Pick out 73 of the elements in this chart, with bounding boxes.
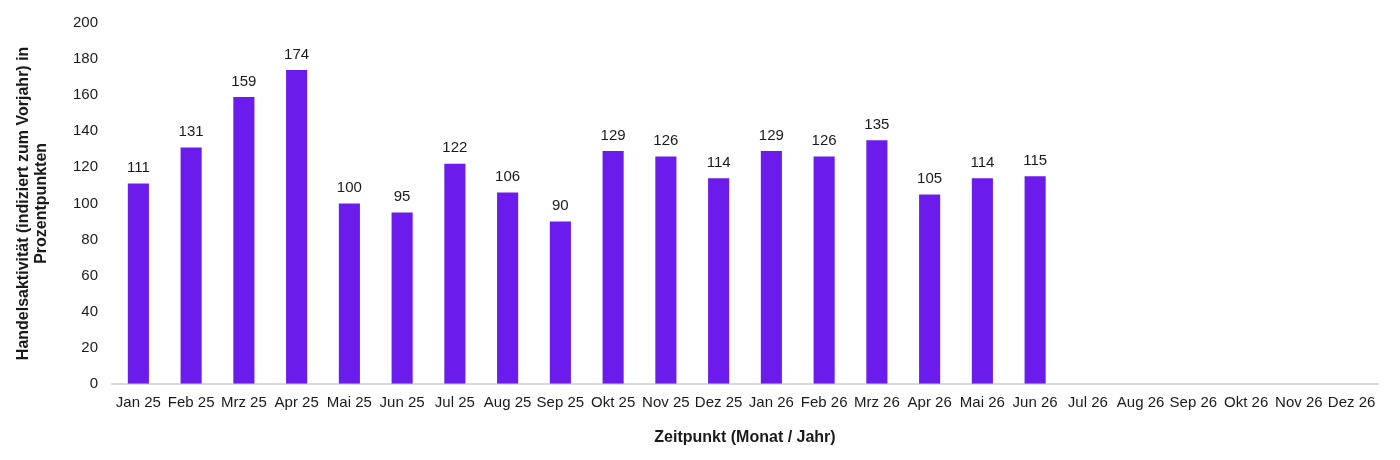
x-tick-label: Jul 26 [1067,392,1108,410]
data-label: 114 [970,152,995,170]
x-tick-label: Aug 25 [483,392,532,410]
x-tick-label: Aug 26 [1116,392,1165,410]
bar [602,151,624,384]
bar [813,156,835,384]
x-tick-label: Mrz 25 [220,392,267,410]
data-label: 135 [864,114,890,132]
y-tick-label: 80 [81,229,98,247]
bar [708,178,730,384]
x-tick-label: Dez 26 [1327,392,1376,410]
data-label: 100 [336,178,362,196]
data-label: 106 [495,167,521,185]
x-tick-label: Apr 25 [274,392,319,410]
x-axis-title: Zeitpunkt (Monat / Jahr) [654,427,836,445]
y-tick-label: 20 [81,337,98,355]
bar [760,151,782,384]
y-tick-label: 200 [72,13,98,31]
data-label: 90 [552,196,569,214]
x-tick-label: Jan 26 [748,392,794,410]
bar [866,140,888,384]
x-tick-label: Jan 25 [115,392,161,410]
y-tick-label: 140 [72,121,98,139]
x-tick-label: Apr 26 [907,392,952,410]
data-label: 105 [917,169,943,187]
x-tick-label: Jul 25 [434,392,475,410]
bar [127,183,149,384]
data-label: 159 [231,71,257,89]
x-tick-label: Nov 26 [1275,392,1323,410]
y-tick-label: 60 [81,265,98,283]
data-label: 115 [1023,150,1048,168]
bar [444,163,466,384]
data-label: 174 [284,44,310,62]
x-tick-label: Feb 25 [167,392,215,410]
bar [549,221,571,384]
bar [338,203,360,384]
y-tick-label: 0 [89,373,98,391]
x-tick-label: Sep 26 [1169,392,1218,410]
bar [919,194,941,384]
y-tick-label: 40 [81,301,98,319]
x-tick-label: Dez 25 [694,392,743,410]
x-tick-label: Jun 26 [1012,392,1058,410]
bar [180,147,202,384]
x-tick-label: Nov 25 [642,392,690,410]
x-tick-label: Feb 26 [800,392,848,410]
x-tick-label: Okt 25 [591,392,636,410]
data-label: 122 [442,138,468,156]
data-label: 126 [811,131,837,149]
bar [971,178,993,384]
y-tick-label: 120 [72,157,98,175]
bar [655,156,677,384]
data-label: 131 [178,122,204,140]
y-tick-label: 160 [72,85,98,103]
bar [1024,176,1046,384]
x-tick-label: Sep 25 [536,392,585,410]
y-tick-label: 180 [72,49,98,67]
bar [497,192,519,384]
data-label: 114 [706,152,731,170]
x-tick-label: Okt 26 [1224,392,1269,410]
bar [233,96,255,384]
y-tick-label: 100 [72,193,98,211]
bar [286,69,308,384]
data-label: 111 [126,158,150,176]
data-label: 129 [758,125,784,143]
bar [391,212,413,384]
x-tick-label: Jun 25 [379,392,425,410]
data-label: 95 [393,187,411,205]
x-tick-label: Mrz 26 [853,392,900,410]
x-tick-label: Mai 25 [326,392,372,410]
data-label: 129 [600,125,626,143]
x-tick-label: Mai 26 [959,392,1005,410]
y-axis-title: Handelsaktivität (indiziert zum Vorjahr) in Prozentpunkten [13,46,50,361]
data-label: 126 [653,131,679,149]
